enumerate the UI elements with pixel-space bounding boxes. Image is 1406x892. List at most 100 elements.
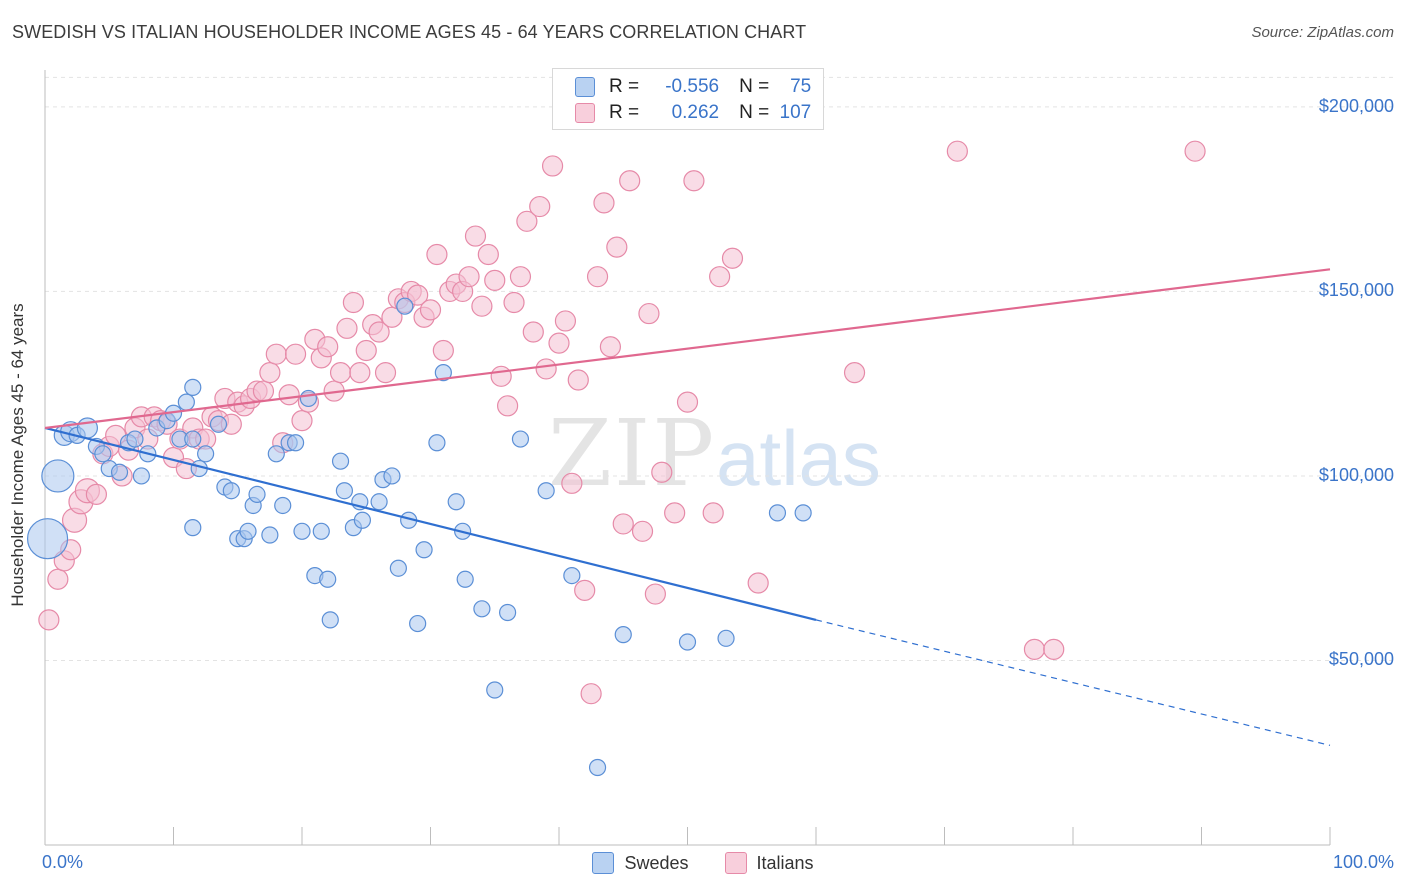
italians-point	[599, 336, 622, 358]
swedes-point	[335, 482, 354, 500]
legend-n-label: N =	[739, 102, 770, 123]
italians-point	[946, 140, 968, 162]
swedes-point	[184, 519, 202, 537]
legend-label-swedes: Swedes	[624, 852, 689, 873]
italians-point	[265, 343, 287, 365]
swedes-point	[184, 430, 202, 448]
legend-item-italians[interactable]: Italians	[724, 852, 814, 874]
swedes-point	[717, 629, 735, 647]
legend-n-value: 107	[779, 102, 812, 123]
italians-point	[516, 210, 538, 232]
legend-item-swedes[interactable]: Swedes	[592, 852, 689, 874]
grid-lines	[45, 76, 1395, 661]
italians-point	[567, 369, 589, 391]
swedes-point	[456, 570, 474, 588]
italians-point	[631, 520, 654, 542]
swedes-point	[473, 600, 491, 618]
italians-point	[329, 362, 352, 384]
swedes-point	[434, 364, 452, 382]
italians-point	[503, 291, 525, 314]
swedes-point	[209, 415, 228, 433]
trend-lines	[44, 268, 1331, 746]
x-tick-label-max: 100.0%	[1332, 852, 1394, 872]
italians-point	[709, 266, 731, 288]
italians-point	[47, 568, 69, 590]
legend-row-italians: R = 0.262 N = 107	[575, 100, 811, 126]
swedes-point	[353, 511, 371, 529]
italians-point	[374, 362, 397, 384]
italians-point	[561, 472, 583, 494]
swedes-point	[267, 445, 285, 463]
legend-row-swedes: R = -0.556 N = 75	[575, 74, 811, 100]
italians-point	[355, 339, 377, 362]
italians-point	[484, 269, 506, 291]
watermark-atlas: atlas	[716, 414, 881, 502]
italians-point	[721, 247, 744, 269]
swedes-point	[197, 445, 215, 463]
italians-point	[291, 409, 313, 432]
italians-point	[407, 284, 429, 306]
swedes-point	[293, 522, 311, 540]
legend-swatch-italians	[575, 103, 595, 123]
swedes-point	[409, 614, 427, 633]
swedes-point	[768, 504, 787, 522]
italians-point	[1043, 638, 1065, 661]
italians-point	[638, 302, 660, 325]
swedes-point	[248, 485, 266, 504]
swedes-point	[177, 393, 195, 411]
swedes-point	[415, 541, 433, 559]
swedes-point	[286, 434, 305, 452]
swedes-point	[383, 467, 401, 485]
italians-points	[38, 140, 1206, 705]
italians-point	[336, 317, 358, 339]
chart-title: SWEDISH VS ITALIAN HOUSEHOLDER INCOME AG…	[12, 22, 807, 42]
swedes-point	[312, 522, 330, 540]
italians-point	[593, 192, 615, 214]
swedes-point	[319, 570, 337, 588]
italians-point	[426, 243, 448, 266]
source-credit: Source: ZipAtlas.com	[1251, 24, 1394, 41]
swedes-point	[274, 496, 292, 515]
legend-r-label: R =	[609, 76, 640, 97]
italians-point	[619, 170, 641, 192]
swedes-point	[511, 430, 530, 448]
swedes-point	[428, 434, 446, 452]
italians-point	[342, 291, 364, 314]
swedes-point	[396, 297, 414, 315]
swedes-point	[537, 482, 555, 500]
italians-point	[529, 195, 551, 218]
y-tick-label: $150,000	[1318, 280, 1394, 301]
swedes-point	[26, 518, 69, 560]
italians-point	[259, 362, 281, 384]
swedes-point	[794, 504, 812, 522]
italians-point	[580, 683, 602, 705]
swedes-point	[94, 445, 112, 463]
italians-point	[843, 362, 866, 384]
swedes-point	[370, 493, 388, 511]
italians-point	[644, 583, 666, 605]
swedes-trend-extension	[815, 619, 1331, 746]
italians-point	[490, 365, 512, 387]
swedes-swatch	[592, 852, 615, 874]
y-tick-label: $50,000	[1328, 649, 1394, 670]
italians-point	[432, 339, 454, 362]
swedes-point	[614, 626, 632, 644]
italians-point	[548, 332, 570, 354]
swedes-point	[41, 459, 75, 493]
italians-trend-line	[44, 268, 1331, 430]
italians-point	[651, 461, 673, 483]
swedes-point	[563, 566, 581, 585]
italians-point	[535, 358, 557, 380]
swedes-points	[26, 297, 812, 777]
swedes-point	[499, 603, 517, 622]
italians-point	[471, 295, 493, 317]
italians-point	[278, 384, 300, 406]
legend-label-italians: Italians	[756, 852, 814, 873]
y-tick-label: $100,000	[1318, 464, 1394, 485]
legend-n-value: 75	[790, 76, 812, 97]
series-legend: Swedes Italians	[0, 852, 1406, 874]
swedes-point	[261, 526, 279, 544]
italians-point	[38, 609, 60, 631]
legend-swatch-swedes	[575, 77, 595, 97]
